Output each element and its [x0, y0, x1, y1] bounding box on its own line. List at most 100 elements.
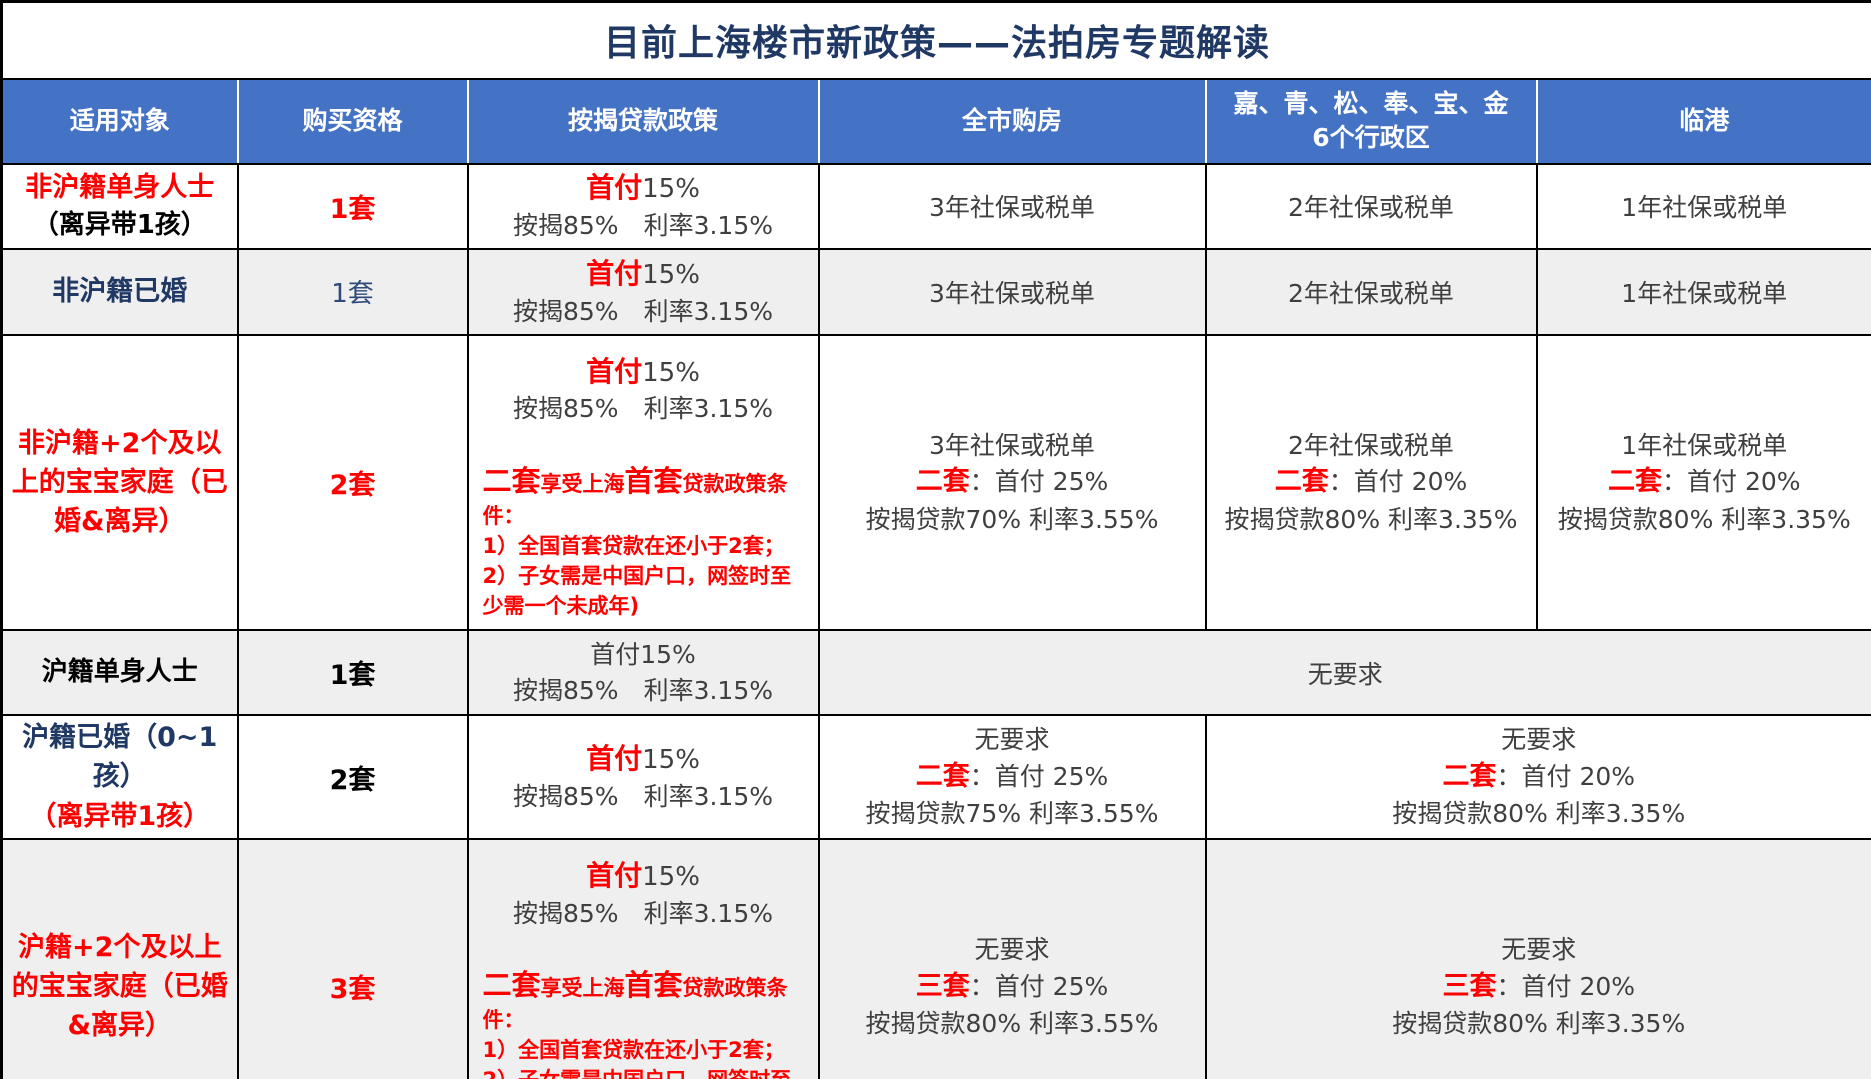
r6-citywide-third-label: 三套 — [915, 970, 970, 1002]
r3-cond-text1: 享受上海 — [540, 471, 625, 496]
r3-districts-cell: 2年社保或税单 二套：首付 20% 按揭贷款80% 利率3.35% — [1204, 333, 1538, 632]
col-header-mortgage-policy-label: 按揭贷款政策 — [567, 106, 718, 136]
row-local-family: 沪籍+2个及以上的宝宝家庭（已婚&离异） 3套 首付15% 按揭85% 利率3.… — [0, 837, 1871, 1079]
r6-cond-text1: 享受上海 — [540, 976, 625, 1001]
r6-cond-item2: 2）子女需是中国户口，网签时至少需一个未成年) — [483, 1066, 808, 1079]
col-header-districts-line2: 6个行政区 — [1312, 123, 1430, 152]
r3-citywide-cell: 3年社保或税单 二套：首付 25% 按揭贷款70% 利率3.55% — [817, 333, 1207, 632]
r6-citywide-line3: 按揭贷款80% 利率3.55% — [865, 1008, 1159, 1038]
r6-quota: 3套 — [329, 974, 376, 1006]
page-title-cell: 目前上海楼市新政策——法拍房专题解读 — [0, 0, 1871, 80]
row-nonlocal-married: 非沪籍已婚 1套 首付15% 按揭85% 利率3.15% 3年社保或税单 2年社… — [0, 247, 1871, 336]
r2-loan-line2: 按揭85% 利率3.15% — [513, 296, 773, 326]
r5-citywide-second-value: ：首付 25% — [969, 761, 1109, 791]
r6-merged-third-value: ：首付 20% — [1496, 971, 1636, 1001]
r6-merged-line1: 无要求 — [1501, 935, 1577, 964]
r2-quota-cell: 1套 — [236, 247, 469, 336]
r6-quota-cell: 3套 — [236, 837, 469, 1079]
r6-cond-text2: 贷款政策条件： — [482, 976, 788, 1033]
r3-citywide-line1: 3年社保或税单 — [929, 430, 1095, 460]
page-title: 目前上海楼市新政策——法拍房专题解读 — [604, 23, 1271, 65]
r3-districts-line1: 2年社保或税单 — [1288, 430, 1454, 460]
col-header-mortgage-policy: 按揭贷款政策 — [466, 77, 820, 165]
r5-merged-line3: 按揭贷款80% 利率3.35% — [1392, 799, 1686, 829]
r2-loan-cell: 首付15% 按揭85% 利率3.15% — [466, 247, 820, 336]
r3-districts-line3: 按揭贷款80% 利率3.35% — [1224, 504, 1518, 534]
r6-citywide-cell: 无要求 三套：首付 25% 按揭贷款80% 利率3.55% — [817, 837, 1207, 1079]
r5-who-line1: 沪籍已婚（0~1孩） — [22, 722, 218, 793]
r5-citywide-cell: 无要求 二套：首付 25% 按揭贷款75% 利率3.55% — [817, 714, 1207, 840]
r2-lingang-cell: 1年社保或税单 — [1535, 247, 1871, 336]
r6-cond-shoutao: 首套 — [624, 968, 683, 1003]
r5-who-cell: 沪籍已婚（0~1孩） （离异带1孩） — [0, 714, 239, 840]
r3-second-home-conditions: 二套享受上海首套贷款政策条件： 1）全国首套贷款在还小于2套； 2）子女需是中国… — [475, 461, 812, 627]
r3-cond-ertao: 二套 — [482, 463, 541, 498]
r6-districts-lingang-merged-cell: 无要求 三套：首付 20% 按揭贷款80% 利率3.35% — [1204, 837, 1871, 1079]
r6-who: 沪籍+2个及以上的宝宝家庭（已婚&离异） — [11, 931, 228, 1042]
r3-cond-item2: 2）子女需是中国户口，网签时至少需一个未成年) — [482, 563, 792, 618]
r6-downpayment-value: 15% — [642, 861, 700, 892]
r5-downpayment-value: 15% — [642, 745, 700, 776]
r6-citywide-third-value: ：首付 25% — [969, 971, 1109, 1001]
r3-citywide-line3: 按揭贷款70% 利率3.55% — [865, 504, 1159, 534]
r5-loan-line2: 按揭85% 利率3.15% — [513, 782, 773, 812]
r1-citywide-cell: 3年社保或税单 — [817, 162, 1207, 250]
r1-districts-cell: 2年社保或税单 — [1204, 162, 1538, 250]
r4-loan-line1: 首付15% — [590, 640, 696, 670]
r5-downpayment-label: 首付 — [586, 742, 643, 776]
r2-downpayment-value: 15% — [642, 259, 700, 290]
r5-citywide-line3: 按揭贷款75% 利率3.55% — [865, 799, 1159, 829]
r1-loan-line2: 按揭85% 利率3.15% — [513, 211, 773, 241]
r4-requirement-merged-cell: 无要求 — [817, 629, 1871, 717]
r4-quota-cell: 1套 — [236, 629, 469, 717]
r3-lingang-line1: 1年社保或税单 — [1621, 430, 1788, 460]
r4-no-requirement: 无要求 — [1307, 659, 1383, 689]
r2-who: 非沪籍已婚 — [52, 275, 188, 307]
r6-loan-line2: 按揭85% 利率3.15% — [513, 898, 773, 928]
r3-lingang-second-value: ：首付 20% — [1662, 467, 1801, 497]
r5-merged-line1: 无要求 — [1501, 725, 1577, 755]
r3-loan-cell: 首付15% 按揭85% 利率3.15% 二套享受上海首套贷款政策条件： 1）全国… — [466, 333, 820, 632]
r4-quota: 1套 — [329, 660, 376, 692]
r3-lingang-second-label: 二套 — [1608, 466, 1662, 498]
r2-quota: 1套 — [331, 279, 374, 309]
r5-who-line2: （离异带1孩） — [29, 800, 211, 832]
col-header-districts-line1: 嘉、青、松、奉、宝、金 — [1233, 89, 1509, 119]
r5-loan-cell: 首付15% 按揭85% 利率3.15% — [466, 714, 820, 840]
col-header-citywide: 全市购房 — [817, 77, 1207, 165]
r1-loan-cell: 首付15% 按揭85% 利率3.15% — [466, 162, 820, 250]
r3-downpayment-value: 15% — [642, 357, 700, 388]
r1-downpayment-label: 首付 — [586, 171, 643, 205]
r3-lingang-line3: 按揭贷款80% 利率3.35% — [1557, 504, 1851, 534]
r1-lingang: 1年社保或税单 — [1621, 193, 1788, 222]
r1-who-cell: 非沪籍单身人士 （离异带1孩） — [0, 162, 239, 250]
r6-merged-line3: 按揭贷款80% 利率3.35% — [1392, 1008, 1686, 1038]
r2-districts: 2年社保或税单 — [1288, 278, 1454, 308]
row-local-married: 沪籍已婚（0~1孩） （离异带1孩） 2套 首付15% 按揭85% 利率3.15… — [0, 714, 1871, 840]
r3-citywide-second-label: 二套 — [915, 466, 970, 498]
r1-downpayment-value: 15% — [642, 174, 700, 205]
col-header-eligibility: 购买资格 — [236, 77, 469, 165]
r5-citywide-second-label: 二套 — [915, 760, 970, 792]
r2-who-cell: 非沪籍已婚 — [0, 247, 239, 336]
r6-cond-item1: 1）全国首套贷款在还小于2套； — [482, 1038, 785, 1063]
r3-cond-item1: 1）全国首套贷款在还小于2套； — [482, 533, 785, 558]
r4-who-cell: 沪籍单身人士 — [0, 629, 239, 717]
r5-citywide-line1: 无要求 — [974, 725, 1050, 755]
r3-districts-second-label: 二套 — [1274, 466, 1329, 498]
r6-loan-cell: 首付15% 按揭85% 利率3.15% 二套享受上海首套贷款政策条件： 1）全国… — [466, 837, 820, 1079]
r2-citywide: 3年社保或税单 — [929, 278, 1095, 308]
r1-quota: 1套 — [329, 193, 376, 225]
r6-downpayment-label: 首付 — [586, 858, 643, 892]
r6-who-cell: 沪籍+2个及以上的宝宝家庭（已婚&离异） — [0, 837, 239, 1079]
r3-lingang-cell: 1年社保或税单 二套：首付 20% 按揭贷款80% 利率3.35% — [1535, 333, 1871, 632]
r3-downpayment-label: 首付 — [586, 354, 643, 388]
row-nonlocal-family: 非沪籍+2个及以上的宝宝家庭（已婚&离异） 2套 首付15% 按揭85% 利率3… — [0, 333, 1871, 632]
r5-merged-second-label: 二套 — [1442, 760, 1497, 792]
r5-districts-lingang-merged-cell: 无要求 二套：首付 20% 按揭贷款80% 利率3.35% — [1204, 714, 1871, 840]
r3-loan-line2: 按揭85% 利率3.15% — [513, 394, 773, 424]
r2-districts-cell: 2年社保或税单 — [1204, 247, 1538, 336]
r2-lingang: 1年社保或税单 — [1621, 278, 1788, 308]
